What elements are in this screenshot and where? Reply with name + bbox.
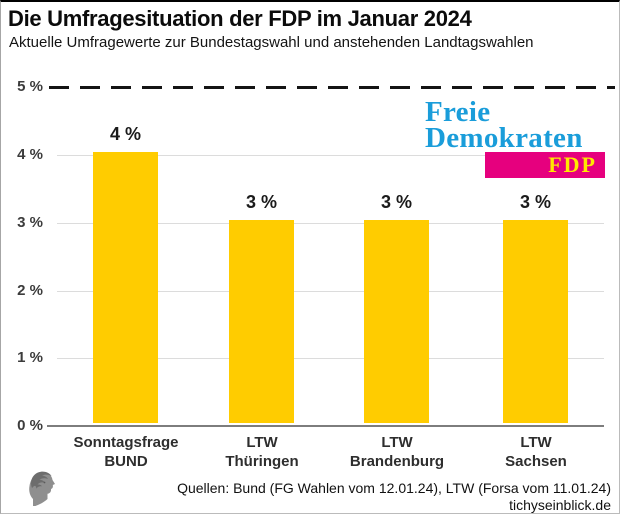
y-tick-label: 0 % bbox=[17, 417, 43, 434]
bar bbox=[229, 220, 294, 423]
bar-column-ltw-brandenburg: 3 % bbox=[364, 192, 429, 423]
bar bbox=[503, 220, 568, 423]
bar-value-label: 3 % bbox=[380, 192, 413, 212]
x-axis-label-line: Sonntagsfrage bbox=[73, 434, 179, 451]
x-axis-label-line: LTW bbox=[520, 434, 552, 451]
footer-sources: Quellen: Bund (FG Wahlen vom 12.01.24), … bbox=[177, 480, 611, 496]
x-axis-label-line: Sachsen bbox=[505, 453, 567, 470]
y-tick-label: 3 % bbox=[17, 214, 43, 231]
fdp-logo-text-line1: Freie bbox=[425, 96, 491, 128]
footer-site-url: tichyseinblick.de bbox=[509, 497, 611, 513]
bar bbox=[364, 220, 429, 423]
bar-value-label: 3 % bbox=[245, 192, 278, 212]
x-axis-label: LTW Sachsen bbox=[461, 433, 611, 471]
bar-value-label: 4 % bbox=[109, 124, 142, 144]
x-axis-label: Sonntagsfrage BUND bbox=[51, 433, 201, 471]
x-axis-baseline bbox=[47, 425, 604, 427]
page-title: Die Umfragesituation der FDP im Januar 2… bbox=[8, 6, 472, 31]
x-axis-label: LTW Thüringen bbox=[187, 433, 337, 471]
x-axis-label-line: LTW bbox=[246, 434, 278, 451]
gridline-2-percent bbox=[57, 291, 604, 292]
gridline-1-percent bbox=[57, 358, 604, 359]
y-tick-label: 1 % bbox=[17, 349, 43, 366]
reference-line-5-percent bbox=[49, 86, 615, 89]
y-tick-label: 5 % bbox=[17, 78, 43, 95]
tichys-einblick-head-profile-icon bbox=[29, 471, 55, 506]
fdp-logo: Freie Demokraten FDP bbox=[425, 96, 605, 178]
bar-column-sonntagsfrage-bund: 4 % bbox=[93, 124, 158, 423]
x-axis-label: LTW Brandenburg bbox=[322, 433, 472, 471]
fdp-logo-text-line2: Demokraten bbox=[425, 122, 583, 154]
bar-column-ltw-thueringen: 3 % bbox=[229, 192, 294, 423]
bar-column-ltw-sachsen: 3 % bbox=[503, 192, 568, 423]
x-axis-label-line: Thüringen bbox=[225, 453, 299, 470]
fdp-badge: FDP bbox=[485, 152, 605, 178]
page-subtitle: Aktuelle Umfragewerte zur Bundestagswahl… bbox=[9, 34, 534, 51]
x-axis-label-line: LTW bbox=[381, 434, 413, 451]
x-axis-label-line: Brandenburg bbox=[349, 453, 445, 470]
y-tick-label: 2 % bbox=[17, 282, 43, 299]
x-axis-label-line: BUND bbox=[104, 453, 148, 470]
y-tick-label: 4 % bbox=[17, 146, 43, 163]
bar bbox=[93, 152, 158, 423]
gridline-3-percent bbox=[57, 223, 604, 224]
gridline-4-percent bbox=[57, 155, 604, 156]
bar-value-label: 3 % bbox=[519, 192, 552, 212]
fdp-badge-label: FDP bbox=[548, 152, 597, 177]
